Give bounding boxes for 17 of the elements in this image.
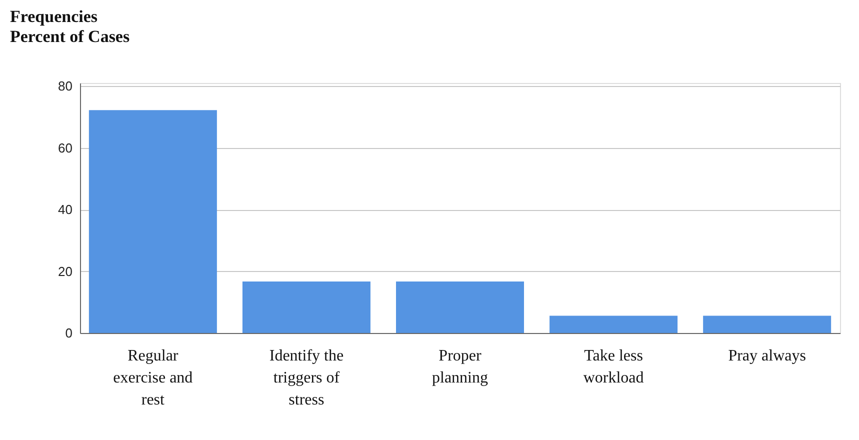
x-tick-label: Regular exercise and rest xyxy=(113,348,193,408)
x-tick-label: Identify the triggers of stress xyxy=(269,348,344,408)
y-tick-label: 0 xyxy=(65,326,72,340)
y-tick-label: 80 xyxy=(58,78,72,94)
x-tick-label: Take less workload xyxy=(583,348,644,386)
y-tick-label: 60 xyxy=(58,140,72,156)
bar xyxy=(242,281,370,333)
bar xyxy=(88,110,217,333)
bar xyxy=(703,316,832,333)
bar xyxy=(550,316,678,333)
x-tick-label: Proper planning xyxy=(432,348,488,386)
y-tick-label: 20 xyxy=(58,264,72,279)
y-axis-title: Percent of Cases xyxy=(10,27,130,46)
y-tick-label: 40 xyxy=(58,202,72,218)
bar xyxy=(396,281,524,333)
x-tick-label: Pray always xyxy=(728,348,806,364)
chart-title: Frequencies xyxy=(10,7,98,26)
